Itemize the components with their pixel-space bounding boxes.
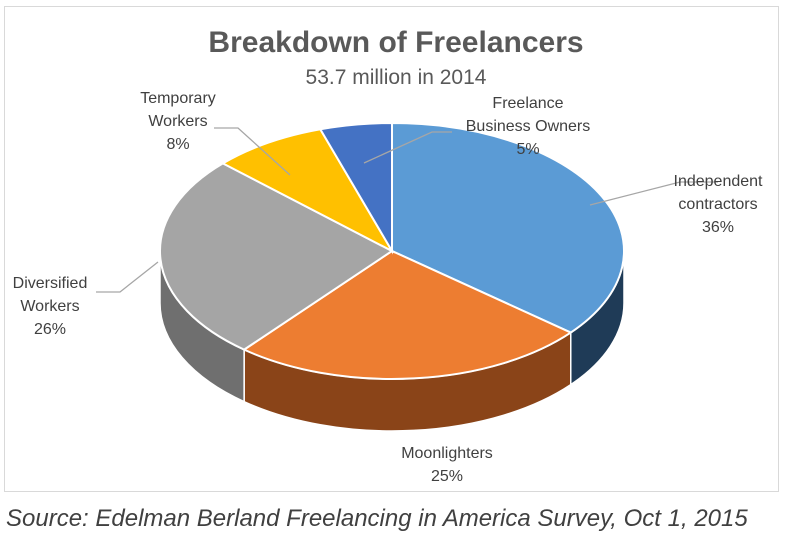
slice-freelance-business-owners — [318, 121, 393, 255]
slice-label-independent-contractors: Independent contractors 36% — [674, 173, 764, 236]
pie-chart: Independent contractors 36% Moonlighters 25%… — [13, 26, 763, 485]
slice-moonlighters — [242, 249, 573, 380]
pie-slices — [159, 121, 625, 380]
leader-lines — [96, 127, 718, 293]
source-caption: Source: Edelman Berland Freelancing in A… — [6, 505, 748, 532]
slice-temporary-workers — [220, 128, 395, 254]
leader-line-freelance-business-owners — [363, 131, 452, 164]
slice-independent-contractors — [391, 121, 625, 334]
slice-labels: Independent contractors 36% Moonlighters 25%… — [13, 90, 763, 485]
leader-line-temporary-workers — [214, 127, 291, 176]
chart-title: Breakdown of Freelancers — [208, 26, 583, 59]
leader-line-diversified-workers — [96, 261, 159, 293]
chart-subtitle: 53.7 million in 2014 — [306, 66, 487, 89]
slice-label-moonlighters: Moonlighters 25% — [401, 445, 493, 485]
slice-diversified-workers — [159, 162, 394, 351]
slice-label-diversified-workers: Diversified Workers 26% — [13, 275, 88, 338]
slice-label-temporary-workers: Temporary Workers 8% — [140, 90, 216, 153]
leader-line-independent-contractors — [589, 181, 718, 206]
slice-label-freelance-business-owners: Freelance Business Owners 5% — [466, 95, 591, 158]
